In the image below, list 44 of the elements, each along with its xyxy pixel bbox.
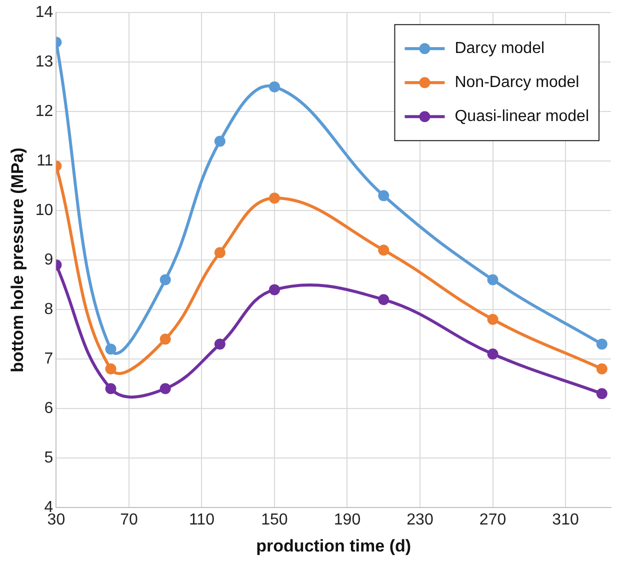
legend-label: Quasi-linear model: [454, 108, 589, 126]
point: [596, 388, 608, 400]
legend-label: Darcy model: [454, 40, 545, 58]
point: [487, 348, 498, 360]
x-tick-label: 310: [552, 511, 579, 528]
point: [105, 344, 116, 355]
y-axis-title: bottom hole pressure (MPa): [8, 148, 27, 372]
point: [214, 338, 226, 350]
y-tick-label: 7: [44, 350, 54, 368]
point: [378, 294, 390, 306]
x-tick-label: 230: [406, 511, 434, 528]
x-tick-label: 270: [479, 511, 506, 528]
point: [487, 314, 498, 325]
y-tick-label: 13: [35, 53, 54, 70]
y-tick-label: 5: [44, 449, 54, 466]
point: [378, 244, 390, 256]
x-axis-title: production time (d): [256, 536, 412, 556]
point: [105, 363, 116, 374]
y-tick-label: 9: [44, 251, 54, 268]
point: [487, 274, 498, 286]
y-tick-label: 6: [44, 400, 54, 417]
y-tick-label: 12: [35, 102, 54, 120]
point: [160, 383, 171, 394]
x-tick-label: 110: [188, 511, 215, 528]
point: [596, 363, 608, 374]
y-tick-label: 11: [36, 152, 54, 170]
point: [268, 284, 280, 296]
x-tick-label: 190: [334, 511, 361, 528]
x-tick-label: 150: [261, 511, 288, 528]
point: [160, 274, 171, 286]
point: [105, 383, 116, 394]
x-tick-label: 30: [47, 511, 66, 528]
legend-label: Non-Darcy model: [454, 74, 580, 92]
point: [268, 81, 280, 92]
point: [378, 190, 390, 202]
x-tick-label: 70: [120, 511, 138, 528]
point: [214, 247, 226, 258]
point: [160, 334, 171, 345]
y-tick-label: 14: [35, 4, 54, 22]
point: [596, 338, 608, 350]
point: [214, 136, 226, 147]
y-tick-label: 8: [44, 300, 54, 318]
y-tick-label: 10: [35, 202, 54, 219]
point: [268, 192, 280, 204]
